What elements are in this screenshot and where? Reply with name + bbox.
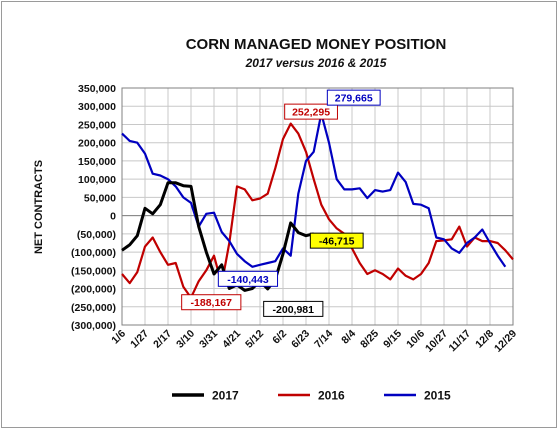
callout-box <box>263 300 324 317</box>
y-tick-label: (150,000) <box>71 265 116 277</box>
callout-box <box>326 89 381 106</box>
x-tick-label: 6/23 <box>289 328 312 351</box>
legend: 2017 2016 2015 <box>172 389 451 403</box>
x-tick-label: 8/25 <box>358 328 381 351</box>
x-tick-label: 6/2 <box>270 328 289 347</box>
x-tick-label: 11/17 <box>446 328 473 355</box>
legend-label-2017: 2017 <box>212 389 239 403</box>
x-tick-label: 1/27 <box>128 328 151 351</box>
y-tick-label: 350,000 <box>78 83 116 95</box>
series-line-2016 <box>121 122 514 299</box>
y-tick-label: 50,000 <box>84 192 116 204</box>
series-lines <box>121 112 514 299</box>
y-tick-label: 150,000 <box>78 156 116 168</box>
x-tick-label: 3/31 <box>197 328 220 351</box>
callout-box <box>309 232 364 249</box>
y-tick-label: (50,000) <box>77 229 116 241</box>
series-line-2017 <box>121 181 315 292</box>
series-line-2015 <box>121 112 507 268</box>
x-tick-labels: 1/6 1/27 2/17 3/10 3/31 4/21 5/12 6/2 6/23 7/14 8/… <box>109 328 519 355</box>
callout-box <box>217 270 279 287</box>
y-tick-label: (300,000) <box>71 320 116 332</box>
x-tick-label: 8/4 <box>339 328 358 347</box>
x-tick-label: 4/21 <box>220 328 243 351</box>
axes <box>121 87 514 326</box>
callouts: 252,295 279,665 -140,443 -188,167 -200,981 -4… <box>181 89 381 317</box>
y-tick-label: 250,000 <box>78 119 116 131</box>
gridlines <box>121 87 514 326</box>
callout-label: 279,665 <box>335 93 373 105</box>
callout-label: -200,981 <box>273 304 315 316</box>
x-tick-label: 7/14 <box>312 328 335 351</box>
plot-area <box>121 87 514 326</box>
y-tick-label: 200,000 <box>78 138 116 150</box>
x-tick-label: 9/15 <box>381 328 404 351</box>
y-tick-labels: 350,000 300,000 250,000 200,000 150,000 100,0… <box>71 83 116 332</box>
y-axis-label: NET CONTRACTS <box>33 160 45 254</box>
callout-label: -188,167 <box>191 297 233 309</box>
chart-subtitle: 2017 versus 2016 & 2015 <box>245 56 387 70</box>
y-tick-label: (100,000) <box>71 247 116 259</box>
x-tick-label: 12/29 <box>492 328 519 355</box>
x-tick-label: 5/12 <box>243 328 266 351</box>
callout-label: -140,443 <box>227 274 269 286</box>
legend-label-2015: 2015 <box>424 389 451 403</box>
callout-box <box>284 103 338 120</box>
x-tick-label: 2/17 <box>151 328 174 351</box>
legend-label-2016: 2016 <box>318 389 345 403</box>
y-tick-label: (200,000) <box>71 284 116 296</box>
y-tick-label: (250,000) <box>71 302 116 314</box>
y-tick-label: 300,000 <box>78 101 116 113</box>
x-tick-label: 10/27 <box>423 328 450 355</box>
callout-label: -46,715 <box>319 236 355 248</box>
callout-box <box>181 294 242 311</box>
y-tick-label: 100,000 <box>78 174 116 186</box>
callout-label: 252,295 <box>292 107 330 119</box>
chart-title: CORN MANAGED MONEY POSITION <box>186 36 447 53</box>
y-tick-label: 0 <box>110 211 116 223</box>
x-tick-label: 3/10 <box>174 328 197 351</box>
